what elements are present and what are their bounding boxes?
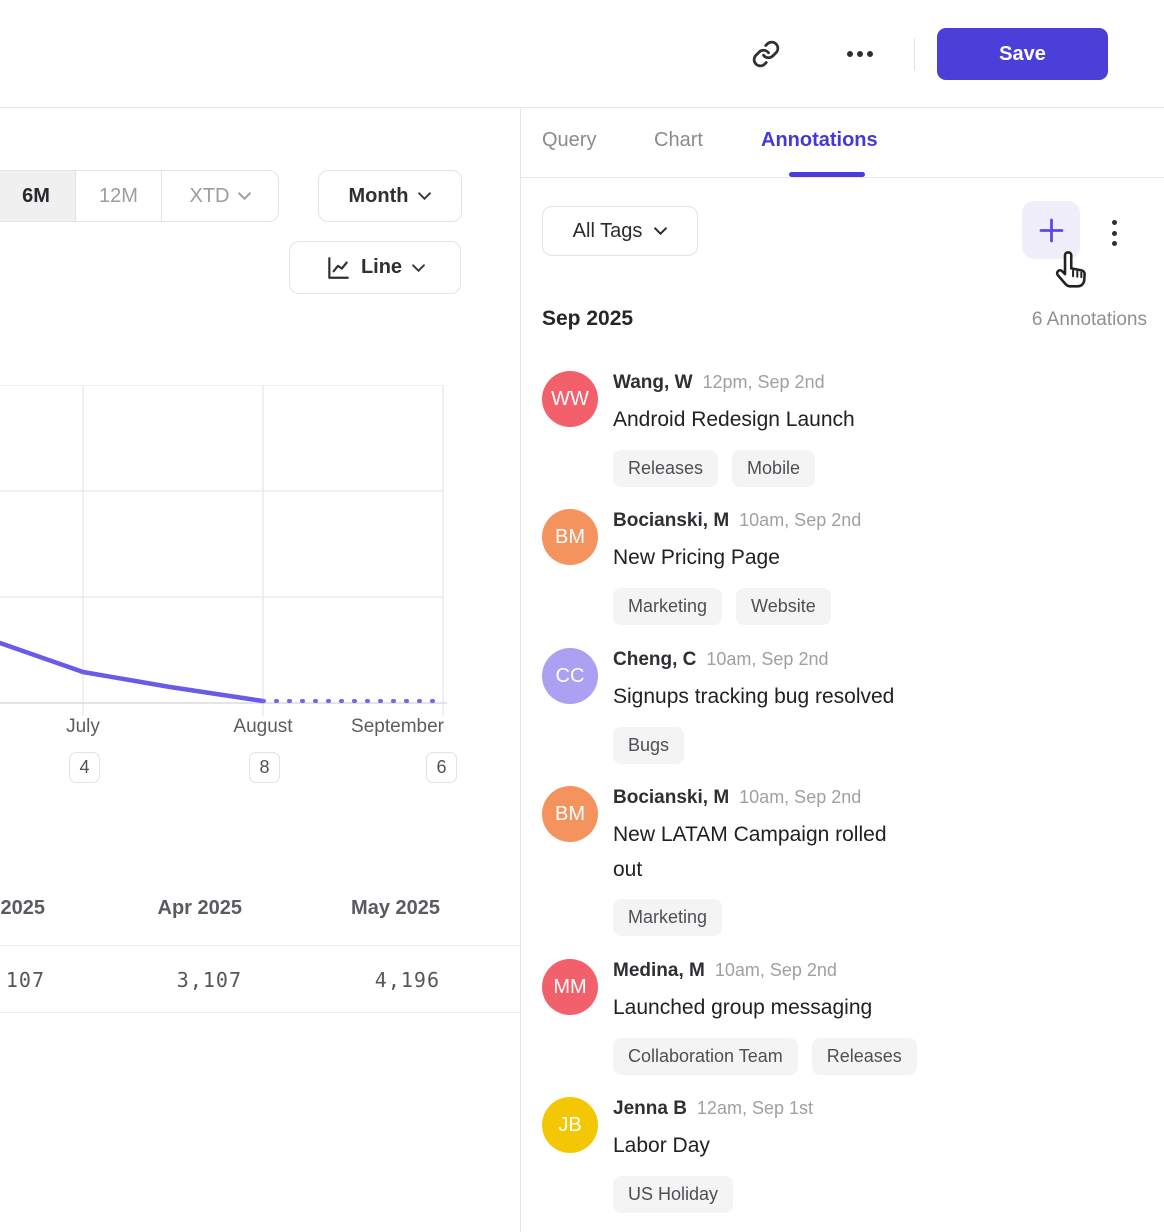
range-6m-button[interactable]: 6M [0, 171, 75, 221]
annotation-title: Labor Day [613, 1134, 710, 1157]
table-cell-value: 107 [5, 968, 45, 992]
x-axis-label: August [233, 716, 293, 737]
ellipsis-icon [847, 51, 853, 57]
annotation-timestamp: 12pm, Sep 2nd [702, 372, 825, 392]
annotation-author: Bocianski, M [613, 787, 730, 808]
annotation-count-badge[interactable]: 6 [426, 752, 457, 783]
chart-panel: 6M 12M XTD Month Line July August Septem… [0, 108, 521, 1232]
chevron-down-icon [412, 263, 425, 272]
divider [0, 107, 1164, 108]
line-chart[interactable] [0, 385, 521, 717]
annotation-tag[interactable]: Website [736, 587, 831, 625]
annotation-count-badge[interactable]: 8 [249, 752, 280, 783]
annotation-title: Android Redesign Launch [613, 408, 855, 431]
annotation-item[interactable]: MM Medina, M 10am, Sep 2nd Launched grou… [542, 959, 1147, 1075]
annotation-count-badge[interactable]: 4 [69, 752, 100, 783]
chevron-down-icon [418, 192, 432, 200]
table-cell-value: 4,196 [374, 968, 440, 992]
table-cell-value: 3,107 [176, 968, 242, 992]
save-button[interactable]: Save [937, 28, 1108, 80]
annotation-tag[interactable]: Bugs [613, 726, 685, 764]
annotations-menu-button[interactable] [1109, 220, 1119, 246]
kebab-icon [1111, 220, 1117, 225]
line-chart-icon [328, 256, 349, 279]
annotation-tag[interactable]: Marketing [613, 899, 723, 937]
range-12m-button[interactable]: 12M [75, 171, 161, 221]
annotation-tag[interactable]: Releases [613, 449, 719, 487]
annotation-tag[interactable]: US Holiday [613, 1175, 734, 1213]
annotation-author: Wang, W [613, 372, 693, 393]
copy-link-button[interactable] [748, 38, 784, 70]
annotation-item[interactable]: JB Jenna B 12am, Sep 1st Labor Day US Ho… [542, 1097, 1147, 1213]
tag-filter-dropdown[interactable]: All Tags [542, 206, 698, 256]
avatar: WW [542, 371, 598, 427]
avatar: BM [542, 509, 598, 565]
annotations-panel: Query Chart Annotations All Tags Sep 202… [521, 108, 1164, 1232]
annotation-author: Bocianski, M [613, 510, 730, 531]
annotation-timestamp: 10am, Sep 2nd [706, 649, 829, 669]
chevron-down-icon [237, 192, 251, 200]
top-header: Save [0, 0, 1164, 108]
annotation-timestamp: 10am, Sep 2nd [739, 510, 862, 530]
annotation-item[interactable]: WW Wang, W 12pm, Sep 2nd Android Redesig… [542, 371, 1147, 487]
x-axis-label: September [351, 716, 444, 737]
annotation-tag[interactable]: Marketing [613, 587, 723, 625]
divider [521, 177, 1164, 178]
granularity-dropdown[interactable]: Month [318, 170, 462, 222]
date-range-selector: 6M 12M XTD [0, 170, 279, 222]
annotation-tag[interactable]: Mobile [732, 449, 816, 487]
section-annotation-count: 6 Annotations [1031, 309, 1147, 330]
x-axis-label: July [66, 716, 100, 737]
tab-query[interactable]: Query [542, 129, 597, 151]
plus-icon [1039, 218, 1063, 242]
active-tab-indicator [789, 172, 865, 177]
more-options-button[interactable] [840, 40, 880, 68]
range-xtd-button[interactable]: XTD [161, 171, 278, 221]
add-annotation-button[interactable] [1022, 201, 1080, 259]
link-icon [752, 40, 780, 68]
avatar: MM [542, 959, 598, 1015]
divider [0, 945, 521, 946]
annotation-timestamp: 10am, Sep 2nd [739, 787, 862, 807]
annotation-item[interactable]: BM Bocianski, M 10am, Sep 2nd New LATAM … [542, 786, 1147, 937]
annotation-tag[interactable]: Releases [811, 1037, 917, 1075]
tab-chart[interactable]: Chart [654, 129, 703, 151]
tab-annotations[interactable]: Annotations [761, 129, 878, 151]
annotation-item[interactable]: CC Cheng, C 10am, Sep 2nd Signups tracki… [542, 648, 1147, 764]
annotation-timestamp: 10am, Sep 2nd [714, 960, 837, 980]
annotation-title: Signups tracking bug resolved [613, 685, 895, 708]
annotation-title: Launched group messaging [613, 996, 873, 1019]
chevron-down-icon [654, 227, 668, 235]
header-divider [914, 38, 915, 70]
divider [0, 1012, 521, 1013]
annotation-timestamp: 12am, Sep 1st [696, 1098, 813, 1118]
chart-type-dropdown[interactable]: Line [289, 241, 461, 294]
table-column-header: May 2025 [351, 897, 440, 919]
table-column-header: Apr 2025 [157, 897, 243, 919]
section-month-label: Sep 2025 [542, 307, 634, 330]
annotation-author: Cheng, C [613, 649, 697, 670]
annotation-tag[interactable]: Collaboration Team [613, 1037, 798, 1075]
table-column-header: 2025 [0, 897, 46, 919]
annotation-author: Jenna B [613, 1098, 687, 1119]
avatar: BM [542, 786, 598, 842]
panel-divider [520, 108, 521, 1232]
annotation-item[interactable]: BM Bocianski, M 10am, Sep 2nd New Pricin… [542, 509, 1147, 625]
annotation-author: Medina, M [613, 960, 705, 981]
avatar: CC [542, 648, 598, 704]
annotation-title: New Pricing Page [613, 546, 780, 569]
annotation-title: New LATAM Campaign rolled out [613, 823, 887, 881]
avatar: JB [542, 1097, 598, 1153]
